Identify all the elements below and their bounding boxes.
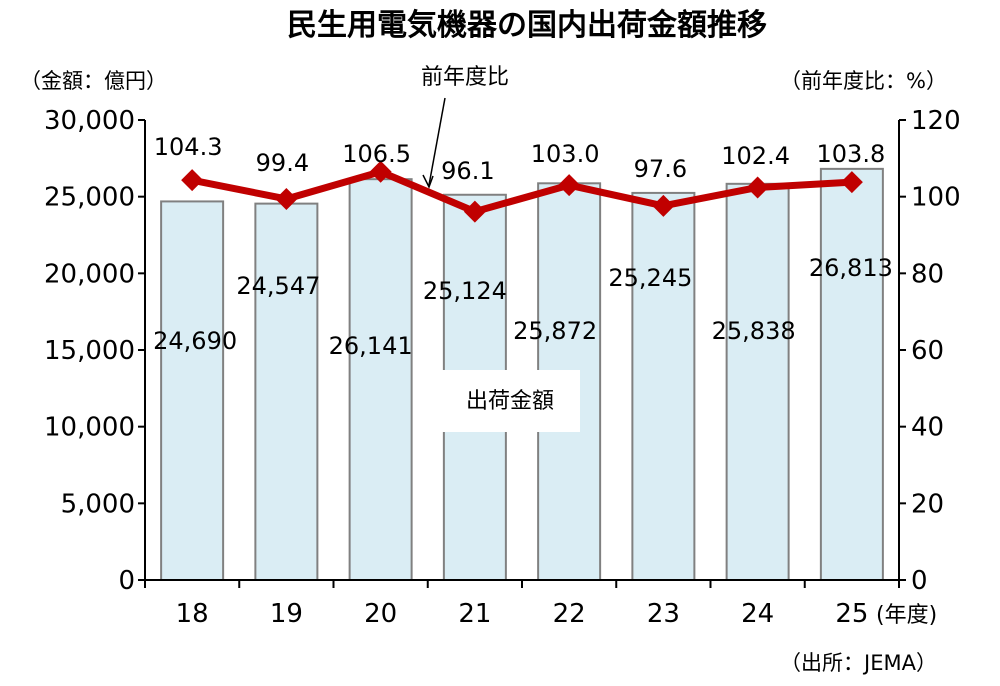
yoy-marker-21 [463, 200, 486, 223]
left-tick-label: 30,000 [44, 106, 135, 136]
bar-20 [348, 178, 413, 581]
yoy-value-label: 97.6 [634, 155, 687, 183]
yoy-marker-23 [652, 194, 675, 217]
right-tick-label: 40 [911, 413, 944, 443]
yoy-marker-18 [181, 169, 204, 192]
yoy-value-label: 96.1 [441, 157, 494, 185]
left-tick-label: 15,000 [44, 336, 135, 366]
bar-18 [160, 200, 225, 581]
left-tick-label: 5,000 [61, 489, 135, 519]
left-tick-label: 20,000 [44, 259, 135, 289]
x-axis-unit: (年度) [876, 603, 937, 628]
bar-value-label: 26,141 [329, 332, 413, 360]
yoy-value-label: 99.4 [256, 149, 309, 177]
yoy-value-label: 104.3 [154, 133, 223, 161]
bar-value-label: 26,813 [809, 254, 893, 282]
x-tick-label: 18 [176, 599, 209, 629]
bar-23 [631, 191, 696, 581]
right-tick-label: 100 [911, 183, 961, 213]
yoy-marker-24 [746, 176, 769, 199]
yoy-value-label: 102.4 [721, 142, 790, 170]
x-tick-label: 24 [741, 599, 774, 629]
bar-value-label: 25,124 [423, 277, 507, 305]
right-tick-label: 60 [911, 336, 944, 366]
yoy-value-label: 106.5 [342, 140, 411, 168]
yoy-line [191, 168, 853, 216]
bar-value-label: 24,690 [153, 327, 237, 355]
yoy-value-label: 103.0 [531, 140, 600, 168]
legend-box [440, 370, 580, 432]
right-tick-label: 80 [911, 259, 944, 289]
right-tick-label: 20 [911, 489, 944, 519]
bar-value-label: 24,547 [236, 272, 320, 300]
x-tick-label: 23 [647, 599, 680, 629]
legend-line-arrow [428, 97, 446, 186]
right-axis-label: （前年度比：%） [780, 69, 947, 93]
source-note: （出所：JEMA） [780, 651, 937, 675]
bar-19 [254, 202, 319, 581]
right-tick-label: 120 [911, 106, 961, 136]
yoy-marker-19 [275, 187, 298, 210]
bar-value-label: 25,872 [513, 317, 597, 345]
yoy-marker-25 [840, 171, 863, 194]
left-tick-label: 0 [118, 566, 135, 596]
bar-value-label: 25,245 [608, 264, 692, 292]
bar-25 [819, 167, 884, 581]
x-tick-label: 25 [835, 599, 868, 629]
yoy-value-label: 103.8 [817, 140, 886, 168]
yoy-marker-20 [369, 160, 392, 183]
x-tick-label: 20 [364, 599, 397, 629]
legend-bar-label: 出荷金額 [466, 389, 554, 414]
bar-24 [725, 182, 790, 582]
left-tick-label: 10,000 [44, 413, 135, 443]
right-tick-label: 0 [911, 566, 928, 596]
arrow-head-icon [422, 174, 434, 189]
x-tick-label: 22 [553, 599, 586, 629]
bar-value-label: 25,838 [712, 317, 796, 345]
left-axis-label: （金額：億円） [20, 69, 167, 93]
legend-line-label: 前年度比 [421, 65, 509, 90]
x-tick-label: 19 [270, 599, 303, 629]
yoy-marker-22 [558, 174, 581, 197]
x-tick-label: 21 [458, 599, 491, 629]
chart-title: 民生用電気機器の国内出荷金額推移 [287, 8, 767, 43]
left-tick-label: 25,000 [44, 183, 135, 213]
